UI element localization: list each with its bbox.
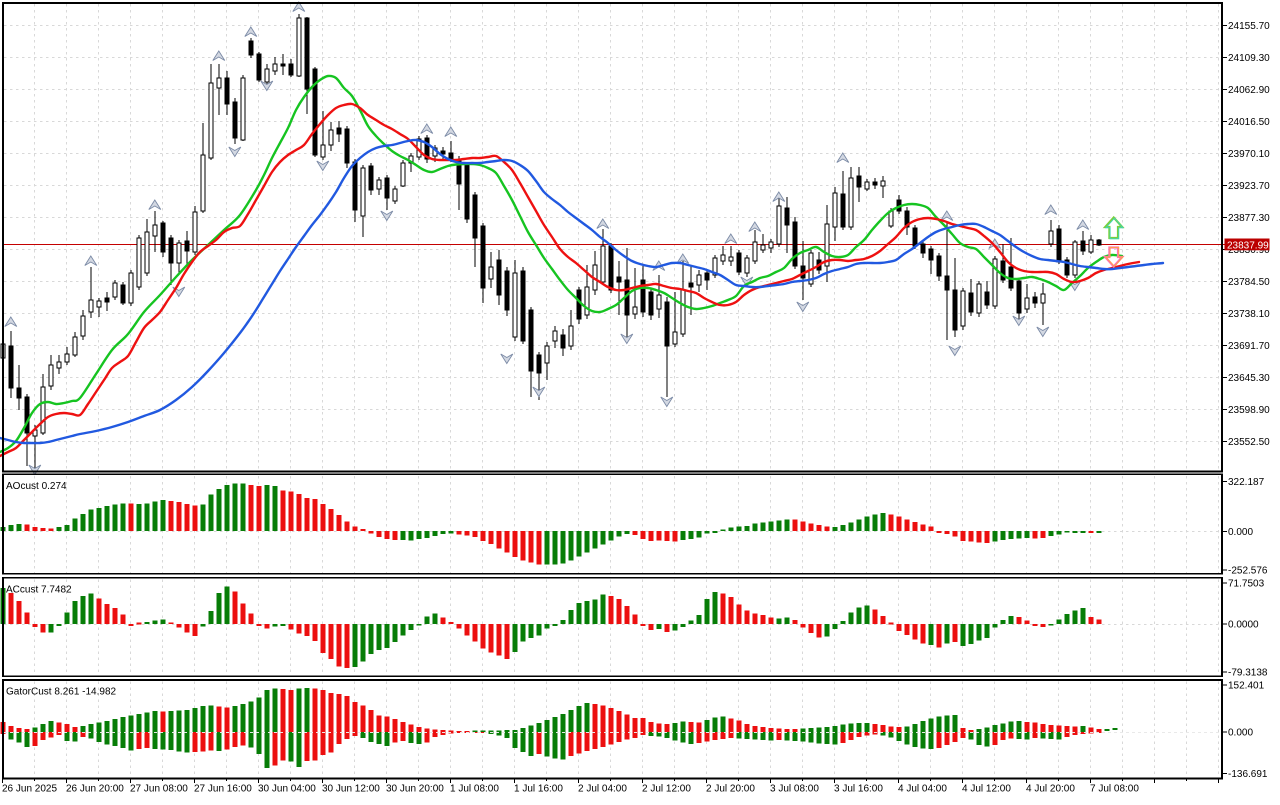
svg-text:71.7503: 71.7503 — [1228, 579, 1265, 590]
svg-text:0.000: 0.000 — [1228, 527, 1253, 538]
svg-text:-136.691: -136.691 — [1228, 769, 1268, 780]
svg-text:30 Jun 12:00: 30 Jun 12:00 — [322, 784, 380, 795]
svg-text:24016.50: 24016.50 — [1228, 117, 1270, 128]
svg-text:GatorCust 8.261 -14.982: GatorCust 8.261 -14.982 — [6, 687, 117, 698]
svg-text:4 Jul 20:00: 4 Jul 20:00 — [1026, 784, 1075, 795]
svg-text:23598.90: 23598.90 — [1228, 405, 1270, 416]
svg-text:2 Jul 12:00: 2 Jul 12:00 — [642, 784, 691, 795]
svg-text:4 Jul 12:00: 4 Jul 12:00 — [962, 784, 1011, 795]
svg-text:AOcust 0.274: AOcust 0.274 — [6, 481, 67, 492]
svg-text:3 Jul 08:00: 3 Jul 08:00 — [770, 784, 819, 795]
svg-text:23552.50: 23552.50 — [1228, 437, 1270, 448]
svg-text:23923.70: 23923.70 — [1228, 181, 1270, 192]
svg-text:4 Jul 04:00: 4 Jul 04:00 — [898, 784, 947, 795]
svg-text:7 Jul 08:00: 7 Jul 08:00 — [1090, 784, 1139, 795]
svg-text:ACcust 7.7482: ACcust 7.7482 — [6, 585, 72, 596]
svg-text:2 Jul 20:00: 2 Jul 20:00 — [706, 784, 755, 795]
svg-text:0.000: 0.000 — [1228, 728, 1253, 739]
svg-text:23877.30: 23877.30 — [1228, 213, 1270, 224]
svg-text:30 Jun 04:00: 30 Jun 04:00 — [258, 784, 316, 795]
svg-text:27 Jun 16:00: 27 Jun 16:00 — [194, 784, 252, 795]
svg-text:24109.30: 24109.30 — [1228, 53, 1270, 64]
svg-text:3 Jul 16:00: 3 Jul 16:00 — [834, 784, 883, 795]
svg-text:322.187: 322.187 — [1228, 477, 1265, 488]
svg-text:23837.99: 23837.99 — [1227, 240, 1269, 251]
svg-text:23970.10: 23970.10 — [1228, 149, 1270, 160]
svg-text:24155.70: 24155.70 — [1228, 21, 1270, 32]
svg-text:24062.90: 24062.90 — [1228, 85, 1270, 96]
svg-text:30 Jun 20:00: 30 Jun 20:00 — [386, 784, 444, 795]
svg-text:26 Jun 2025: 26 Jun 2025 — [2, 784, 57, 795]
svg-text:27 Jun 08:00: 27 Jun 08:00 — [130, 784, 188, 795]
svg-text:26 Jun 20:00: 26 Jun 20:00 — [66, 784, 124, 795]
svg-text:1 Jul 08:00: 1 Jul 08:00 — [450, 784, 499, 795]
svg-text:23691.70: 23691.70 — [1228, 341, 1270, 352]
svg-text:23645.30: 23645.30 — [1228, 373, 1270, 384]
svg-text:0.0000: 0.0000 — [1228, 620, 1259, 631]
svg-text:-79.3138: -79.3138 — [1228, 668, 1268, 679]
svg-text:152.401: 152.401 — [1228, 681, 1265, 692]
svg-text:2 Jul 04:00: 2 Jul 04:00 — [578, 784, 627, 795]
svg-text:23830.90: 23830.90 — [1228, 245, 1270, 256]
svg-text:23738.10: 23738.10 — [1228, 309, 1270, 320]
svg-text:-252.576: -252.576 — [1228, 566, 1268, 577]
svg-text:1 Jul 16:00: 1 Jul 16:00 — [514, 784, 563, 795]
svg-text:23784.50: 23784.50 — [1228, 277, 1270, 288]
